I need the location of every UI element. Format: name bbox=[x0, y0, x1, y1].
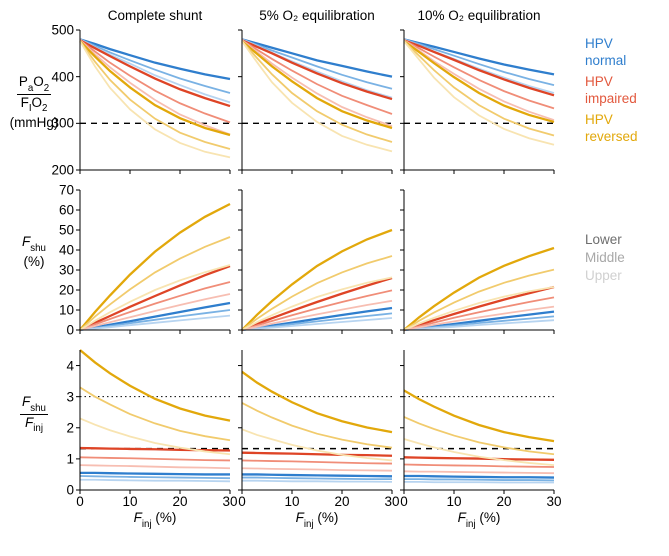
chart-panel bbox=[404, 190, 554, 330]
series-line bbox=[404, 482, 554, 483]
series-line bbox=[404, 457, 554, 459]
series-line bbox=[242, 372, 392, 432]
series-line bbox=[242, 460, 392, 463]
x-tick-label: 20 bbox=[489, 494, 519, 509]
y-tick-label: 500 bbox=[34, 23, 74, 38]
y-tick-label: 70 bbox=[34, 183, 74, 198]
series-line bbox=[80, 480, 230, 482]
series-line bbox=[80, 41, 230, 135]
y-tick-label: 60 bbox=[34, 203, 74, 218]
series-line bbox=[80, 473, 230, 475]
y-tick-label: 50 bbox=[34, 223, 74, 238]
series-line bbox=[404, 471, 554, 473]
chart-panel: 012340102030Finj (%) bbox=[80, 350, 230, 490]
y-tick-label: 4 bbox=[34, 358, 74, 373]
series-line bbox=[404, 479, 554, 480]
series-line bbox=[404, 390, 554, 441]
x-tick-label: 0 bbox=[227, 494, 257, 509]
x-tick-label: 10 bbox=[115, 494, 145, 509]
y-tick-label: 40 bbox=[34, 243, 74, 258]
y-tick-label: 0 bbox=[34, 323, 74, 338]
series-line bbox=[404, 40, 554, 108]
series-line bbox=[242, 453, 392, 456]
x-axis-label: Finj (%) bbox=[242, 510, 392, 529]
series-line bbox=[80, 448, 230, 450]
x-tick-label: 0 bbox=[389, 494, 419, 509]
legend-item: Middle bbox=[585, 250, 625, 267]
column-title: 10% O₂ equilibration bbox=[404, 8, 554, 23]
x-tick-label: 30 bbox=[539, 494, 569, 509]
legend-item: Upper bbox=[585, 268, 622, 285]
chart-panel: 010203040506070 bbox=[80, 190, 230, 330]
series-line bbox=[80, 465, 230, 468]
series-line bbox=[242, 40, 392, 114]
series-line bbox=[404, 476, 554, 478]
x-tick-label: 0 bbox=[65, 494, 95, 509]
y-tick-label: 2 bbox=[34, 420, 74, 435]
y-tick-label: 300 bbox=[34, 116, 74, 131]
y-tick-label: 30 bbox=[34, 263, 74, 278]
chart-panel: 0102030Finj (%) bbox=[242, 350, 392, 490]
series-line bbox=[80, 476, 230, 478]
legend-item: Lower bbox=[585, 232, 622, 249]
chart-panel: 200300400500 bbox=[80, 30, 230, 170]
series-line bbox=[242, 481, 392, 482]
chart-panel: 0102030Finj (%) bbox=[404, 350, 554, 490]
chart-panel bbox=[242, 30, 392, 170]
series-line bbox=[80, 387, 230, 440]
chart-panel bbox=[404, 30, 554, 170]
x-tick-label: 10 bbox=[439, 494, 469, 509]
series-line bbox=[242, 474, 392, 476]
x-tick-label: 20 bbox=[165, 494, 195, 509]
y-tick-label: 200 bbox=[34, 163, 74, 178]
y-tick-label: 400 bbox=[34, 69, 74, 84]
y-tick-label: 3 bbox=[34, 389, 74, 404]
column-title: 5% O₂ equilibration bbox=[242, 8, 392, 23]
x-axis-label: Finj (%) bbox=[404, 510, 554, 529]
legend-item: HPVreversed bbox=[585, 112, 638, 146]
series-line bbox=[80, 39, 230, 79]
series-line bbox=[80, 350, 230, 421]
legend-item: HPVnormal bbox=[585, 36, 626, 70]
y-tick-label: 1 bbox=[34, 451, 74, 466]
x-tick-label: 10 bbox=[277, 494, 307, 509]
series-line bbox=[242, 403, 392, 448]
x-tick-label: 20 bbox=[327, 494, 357, 509]
legend-item: HPVimpaired bbox=[585, 74, 637, 108]
series-line bbox=[242, 468, 392, 470]
chart-panel bbox=[242, 190, 392, 330]
series-line bbox=[404, 464, 554, 466]
y-tick-label: 10 bbox=[34, 303, 74, 318]
series-line bbox=[80, 457, 230, 460]
series-line bbox=[242, 478, 392, 480]
x-axis-label: Finj (%) bbox=[80, 510, 230, 529]
y-tick-label: 20 bbox=[34, 283, 74, 298]
column-title: Complete shunt bbox=[80, 8, 230, 23]
